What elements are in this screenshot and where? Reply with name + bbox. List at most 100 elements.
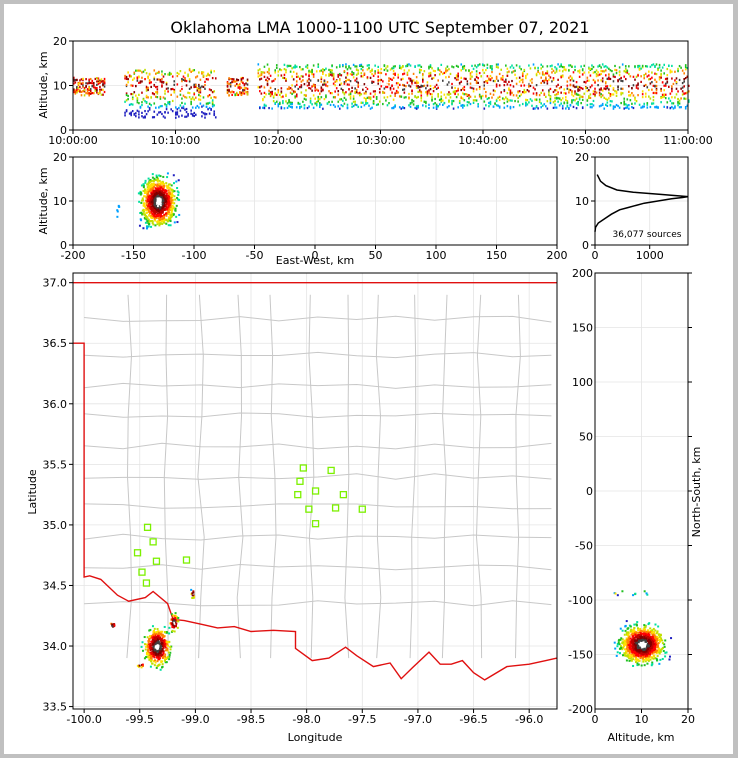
source-pixel [295,95,298,98]
source-pixel [229,83,232,86]
source-pixel [565,107,567,110]
source-pixel [661,85,664,89]
source-pixel [312,64,315,67]
source-pixel [131,97,134,101]
source-pixel [420,99,423,102]
source-pixel [486,81,489,84]
source-pixel [420,96,423,100]
source-pixel [651,637,654,640]
source-pixel [623,107,626,110]
source-pixel [492,105,495,108]
source-pixel [210,89,212,92]
source-pixel [684,105,687,109]
source-pixel [175,617,178,620]
source-pixel [625,641,628,644]
source-pixel [437,67,439,70]
source-pixel [172,174,175,177]
x-tick-label: -100.0 [66,713,101,726]
source-pixel [162,196,165,199]
source-pixel [173,88,176,92]
source-pixel [260,85,263,88]
source-pixel [489,65,492,68]
source-pixel [363,96,366,100]
x-tick-label: -96.0 [515,713,543,726]
source-pixel [352,104,355,108]
source-pixel [156,656,159,659]
source-pixel [670,637,673,640]
source-pixel [604,74,607,77]
source-pixel [618,74,621,77]
source-pixel [145,85,148,88]
source-pixel [432,106,435,109]
source-pixel [204,116,206,119]
source-pixel [328,68,330,72]
source-pixel [415,107,418,110]
source-pixel [425,105,427,108]
source-pixel [392,66,395,70]
source-pixel [621,648,624,651]
source-pixel [457,89,459,92]
source-pixel [515,77,518,80]
source-pixel [435,83,438,87]
source-pixel [300,84,303,87]
source-pixel [374,93,376,96]
source-pixel [204,80,206,83]
source-pixel [168,71,171,74]
source-pixel [655,637,658,640]
source-pixel [363,72,366,75]
source-pixel [563,91,566,95]
source-pixel [368,86,370,89]
source-pixel [144,115,146,118]
source-pixel [385,85,387,89]
source-pixel [332,82,335,85]
source-pixel [163,219,166,222]
source-pixel [173,83,176,86]
source-pixel [597,79,599,82]
source-pixel [661,96,664,99]
source-pixel [526,89,529,92]
source-pixel [560,85,562,89]
source-pixel [509,91,512,94]
source-pixel [634,645,637,648]
source-pixel [297,75,300,78]
source-pixel [283,76,286,80]
source-pixel [142,183,145,186]
source-pixel [317,97,320,100]
source-pixel [157,653,160,656]
source-pixel [286,106,289,109]
source-pixel [242,77,244,80]
source-pixel [157,217,160,220]
source-pixel [295,72,298,75]
source-pixel [345,80,347,83]
source-pixel [147,225,150,228]
source-pixel [231,93,233,97]
source-pixel [472,67,475,70]
source-pixel [635,100,638,103]
source-pixel [663,72,665,75]
source-pixel [388,79,390,83]
source-pixel [412,79,415,82]
source-pixel [269,91,272,94]
source-pixel [155,72,157,75]
source-pixel [636,662,639,665]
source-pixel [677,70,679,73]
source-pixel [501,83,504,86]
source-pixel [147,76,149,80]
plan-view-axes [72,272,558,710]
source-pixel [102,80,104,83]
source-pixel [289,91,292,94]
source-pixel [154,645,157,648]
source-pixel [138,113,140,116]
source-pixel [651,649,654,652]
y-tick-label: 36.5 [43,337,68,350]
source-pixel [486,63,489,66]
source-pixel [303,104,306,107]
source-pixel [509,99,512,102]
source-pixel [170,196,173,199]
source-pixel [597,84,599,87]
source-pixel [463,77,466,80]
source-pixel [632,652,635,655]
source-pixel [581,106,584,110]
source-pixel [208,74,211,77]
source-pixel [628,65,630,68]
